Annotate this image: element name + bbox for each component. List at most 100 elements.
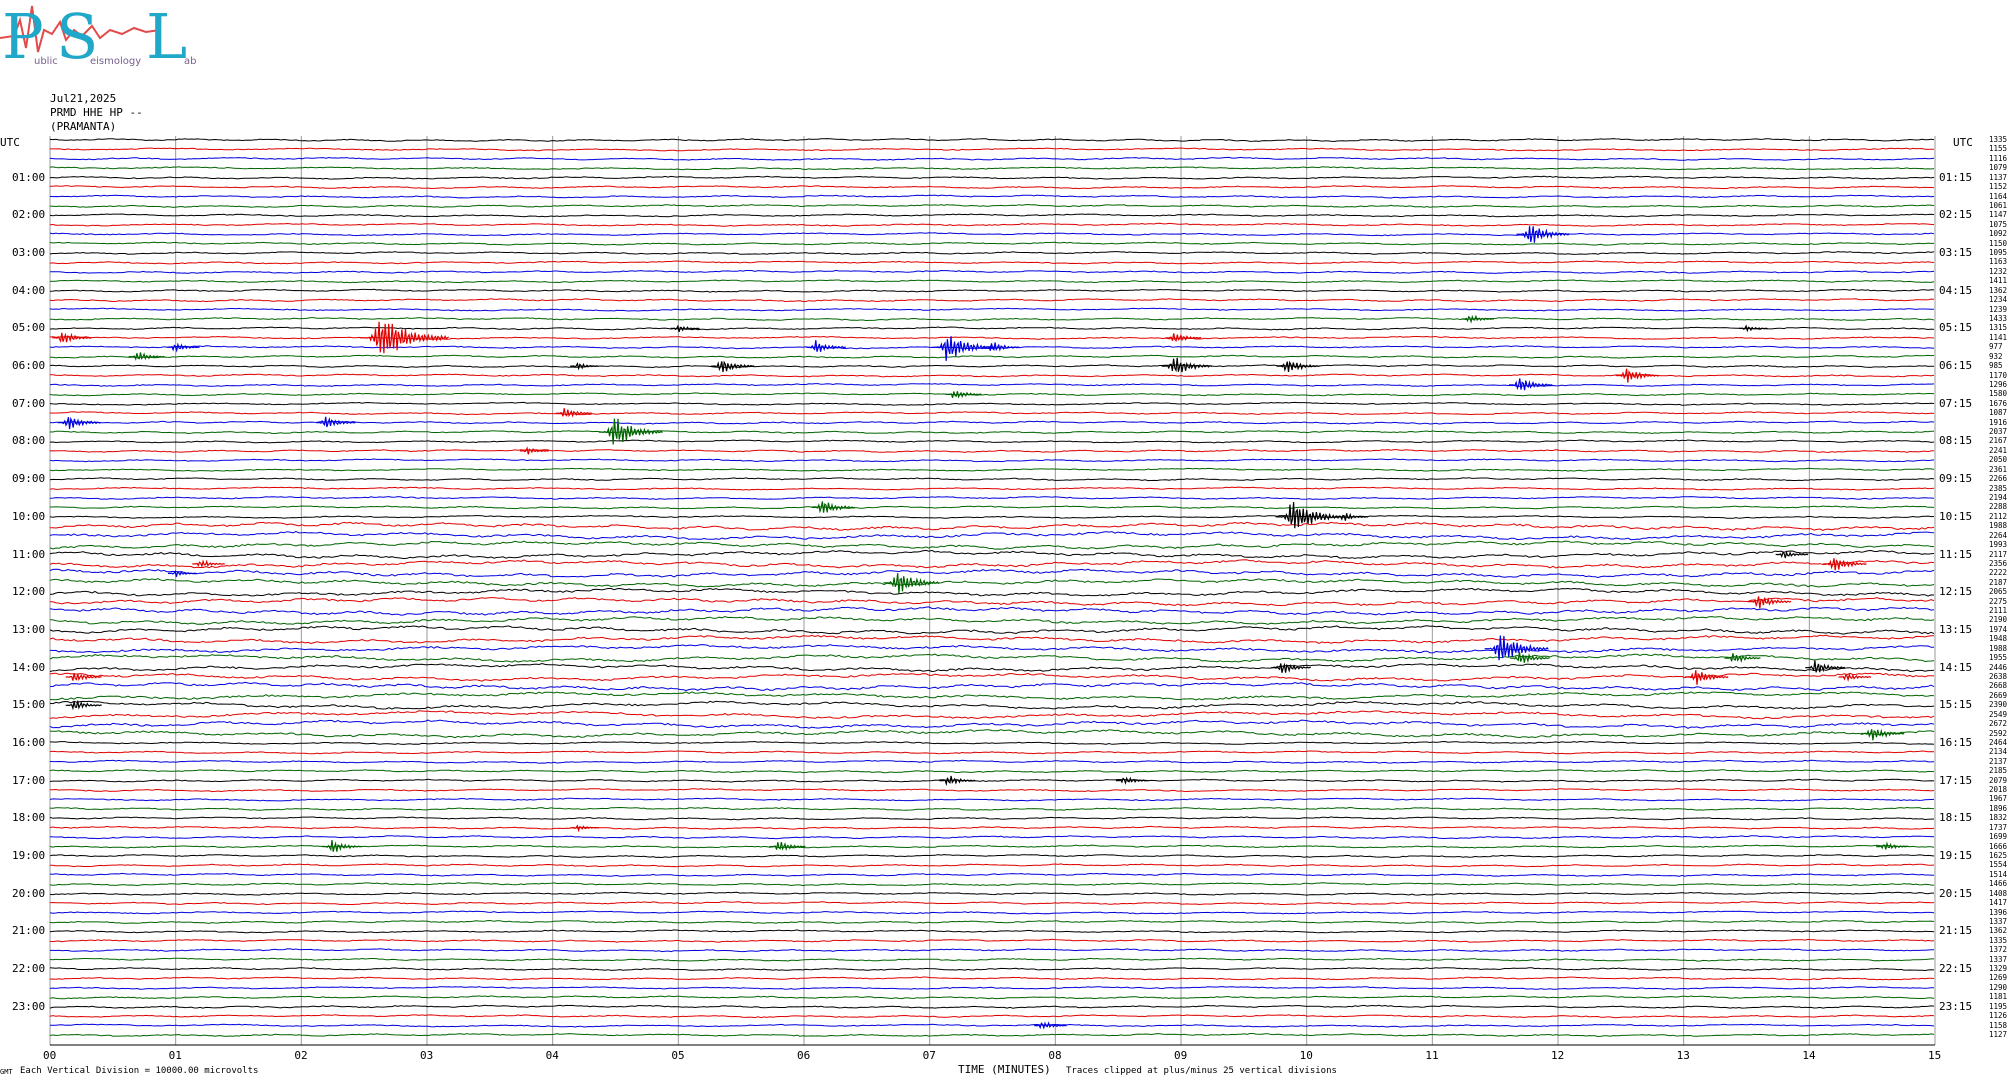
event-burst-8 bbox=[806, 340, 846, 352]
trace-row-37 bbox=[49, 486, 1935, 491]
seismic-traces bbox=[49, 138, 1935, 1038]
row-value: 2669 bbox=[1989, 690, 2008, 700]
trace-row-24 bbox=[49, 364, 1934, 369]
trace-row-23 bbox=[50, 354, 1935, 359]
left-hour-label: 19:00 bbox=[12, 849, 46, 862]
event-burst-19 bbox=[555, 408, 592, 418]
trace-row-69 bbox=[49, 788, 1935, 793]
row-value: 2668 bbox=[1989, 681, 2008, 691]
trace-row-89 bbox=[49, 976, 1935, 981]
event-burst-6 bbox=[1165, 333, 1202, 342]
left-hour-label: 10:00 bbox=[12, 509, 46, 523]
trace-row-74 bbox=[49, 835, 1935, 840]
row-value: 977 bbox=[1989, 342, 2003, 352]
row-value: 1948 bbox=[1989, 634, 2008, 644]
trace-row-86 bbox=[50, 948, 1934, 953]
row-value: 1737 bbox=[1989, 822, 2008, 832]
trace-row-90 bbox=[49, 986, 1934, 990]
x-tick-label: 01 bbox=[169, 1049, 182, 1062]
event-burst-14 bbox=[1161, 357, 1213, 373]
trace-row-63 bbox=[49, 729, 1935, 739]
right-hour-label: 20:15 bbox=[1939, 886, 1973, 900]
row-value: 1150 bbox=[1989, 238, 2008, 248]
event-burst-13 bbox=[711, 360, 755, 373]
event-burst-0 bbox=[1516, 226, 1570, 243]
row-value: 2672 bbox=[1989, 719, 2008, 729]
event-burst-16 bbox=[1615, 368, 1660, 383]
trace-row-12 bbox=[49, 251, 1935, 255]
row-value: 1181 bbox=[1989, 992, 2008, 1002]
row-value: 985 bbox=[1989, 361, 2003, 371]
trace-row-20 bbox=[49, 326, 1935, 331]
trace-row-65 bbox=[49, 750, 1935, 755]
right-hour-label: 23:15 bbox=[1939, 999, 1973, 1013]
event-burst-9 bbox=[931, 336, 996, 361]
psl-logo: P ublic S eismology L ab bbox=[0, 0, 210, 72]
logo-trace-icon bbox=[0, 5, 161, 53]
row-value: 2361 bbox=[1989, 464, 2008, 474]
event-burst-32 bbox=[1747, 596, 1792, 609]
right-hour-label: 15:15 bbox=[1939, 698, 1973, 712]
row-value: 1269 bbox=[1989, 973, 2008, 983]
event-burst-29 bbox=[1823, 558, 1867, 571]
trace-row-18 bbox=[49, 307, 1935, 312]
right-hour-label: 01:15 bbox=[1939, 170, 1973, 184]
row-value: 1554 bbox=[1989, 860, 2008, 870]
trace-row-54 bbox=[49, 644, 1934, 654]
row-value: 1676 bbox=[1989, 398, 2008, 408]
trace-row-41 bbox=[49, 521, 1935, 531]
trace-row-42 bbox=[49, 530, 1935, 541]
row-value: 1141 bbox=[1989, 332, 2008, 342]
logo-letter-s: S bbox=[56, 0, 99, 73]
header-location: (PRAMANTA) bbox=[50, 120, 117, 133]
trace-row-64 bbox=[49, 740, 1935, 745]
trace-row-57 bbox=[49, 672, 1935, 682]
x-tick-label: 04 bbox=[546, 1049, 560, 1062]
right-hour-label: 10:15 bbox=[1939, 509, 1973, 523]
left-hour-label: 07:00 bbox=[12, 396, 46, 410]
row-value: 1337 bbox=[1989, 954, 2008, 964]
trace-row-75 bbox=[49, 844, 1935, 849]
x-tick-label: 10 bbox=[1300, 1049, 1313, 1062]
row-value: 1433 bbox=[1989, 314, 2008, 323]
right-hour-label: 04:15 bbox=[1939, 283, 1973, 297]
x-tick-label: 12 bbox=[1551, 1049, 1564, 1062]
trace-row-49 bbox=[50, 597, 1935, 607]
trace-row-6 bbox=[49, 194, 1935, 199]
event-burst-12 bbox=[570, 362, 599, 371]
row-value: 1158 bbox=[1989, 1020, 2008, 1030]
row-value: 1163 bbox=[1989, 257, 2008, 267]
trace-row-61 bbox=[49, 710, 1935, 720]
trace-row-55 bbox=[49, 653, 1935, 663]
trace-row-36 bbox=[49, 477, 1935, 482]
event-burst-5 bbox=[359, 321, 450, 354]
row-value: 1170 bbox=[1989, 370, 2008, 380]
event-burst-21 bbox=[316, 416, 356, 428]
footer-clip-note: Traces clipped at plus/minus 25 vertical… bbox=[1066, 1066, 1337, 1076]
row-value: 2275 bbox=[1989, 596, 2008, 606]
row-value: 2037 bbox=[1989, 427, 2008, 437]
event-burst-38 bbox=[65, 673, 102, 681]
row-value: 1514 bbox=[1989, 869, 2008, 879]
row-value: 2264 bbox=[1989, 530, 2008, 540]
trace-row-48 bbox=[49, 587, 1935, 597]
trace-row-2 bbox=[49, 156, 1935, 161]
trace-row-92 bbox=[49, 1004, 1935, 1009]
row-value: 2446 bbox=[1989, 662, 2008, 672]
trace-row-35 bbox=[49, 467, 1935, 472]
trace-row-95 bbox=[49, 1033, 1935, 1038]
trace-row-43 bbox=[49, 540, 1934, 550]
right-hour-label: 13:15 bbox=[1939, 622, 1973, 636]
trace-row-7 bbox=[49, 203, 1935, 208]
event-burst-27 bbox=[1775, 550, 1809, 559]
row-value: 1993 bbox=[1989, 540, 2008, 550]
row-value: 2134 bbox=[1989, 747, 2008, 757]
trace-row-38 bbox=[49, 496, 1935, 501]
trace-row-19 bbox=[49, 317, 1935, 322]
row-value: 2112 bbox=[1989, 511, 2008, 521]
row-value: 2592 bbox=[1989, 728, 2008, 738]
trace-row-1 bbox=[50, 147, 1935, 152]
row-value: 1079 bbox=[1989, 163, 2008, 173]
event-burst-40 bbox=[1838, 672, 1872, 682]
row-value: 1164 bbox=[1989, 191, 2008, 201]
